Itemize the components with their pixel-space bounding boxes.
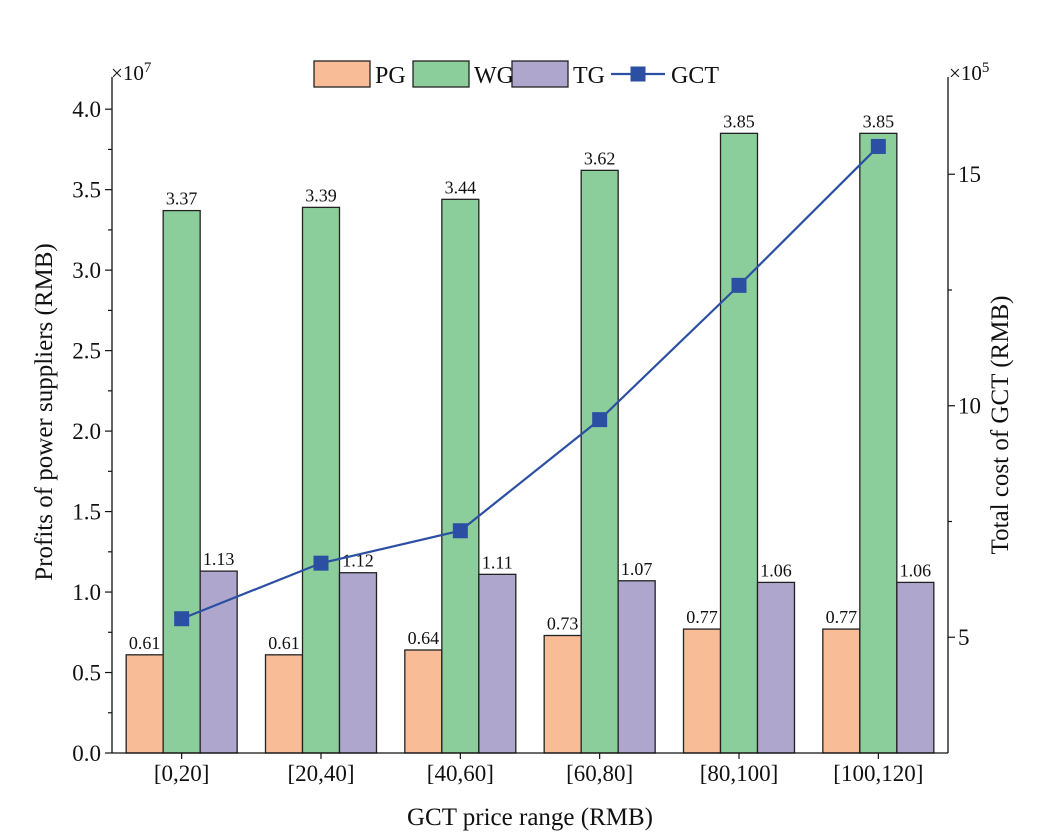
bar-wg-2 [441, 198, 480, 754]
y-tick-label: 3.5 [72, 178, 101, 203]
bar-pg-4 [682, 628, 722, 754]
bar-pg-3 [543, 634, 582, 754]
y-tick-label: 0.5 [72, 661, 101, 686]
bar-wg-0 [162, 209, 201, 754]
bar-wg-5 [859, 132, 898, 754]
x-tick-label: [0,20] [154, 761, 210, 786]
y-tick-label: 1.5 [72, 500, 101, 525]
axes-layer: 0.0 0.5 1.0 1.5 2.0 2.5 3.0 3.5 4.0 5 10 15 [0,20] [2… [72, 77, 981, 786]
legend-swatch-tg [511, 60, 569, 88]
bar-pg-0 [125, 654, 164, 754]
legend-swatch-wg [412, 60, 470, 88]
y2-multiplier-exp: 5 [982, 60, 990, 76]
y-axis-title: Profits of power suppliers (RMB) [31, 243, 58, 580]
legend-label-pg: PG [375, 63, 406, 89]
y2-tick-label: 10 [958, 394, 981, 419]
bar-wg-3 [580, 169, 619, 754]
legend: PG WG TG GCT [313, 60, 719, 89]
bar-tg-0 [199, 570, 238, 754]
data-label-tg-2: 1.11 [482, 552, 513, 572]
marker-gct-3 [592, 412, 608, 428]
y-tick-label: 1.0 [72, 580, 101, 605]
data-label-pg-5: 0.77 [826, 607, 858, 627]
bar-wg-1 [301, 206, 341, 754]
x-tick-label: [20,40] [287, 761, 354, 786]
y-tick-label: 3.0 [72, 258, 101, 283]
y-multiplier: ×107 [111, 60, 152, 85]
data-label-pg-2: 0.64 [408, 628, 440, 648]
x-tick-label: [40,60] [427, 761, 494, 786]
bar-tg-4 [756, 581, 796, 754]
gct-line-layer [174, 138, 886, 627]
bar-tg-1 [338, 572, 378, 754]
bars-layer: 0.613.371.130.613.391.120.643.441.110.73… [125, 111, 935, 754]
legend-label-gct: GCT [671, 63, 719, 89]
data-label-wg-1: 3.39 [305, 185, 337, 205]
data-label-pg-1: 0.61 [268, 633, 300, 653]
legend-marker-gct [630, 66, 646, 82]
data-label-pg-0: 0.61 [129, 633, 161, 653]
marker-gct-5 [870, 138, 886, 154]
marker-gct-2 [452, 523, 468, 539]
legend-swatch-pg [313, 60, 371, 88]
bar-pg-1 [264, 654, 304, 754]
y2-axis-title: Total cost of GCT (RMB) [987, 296, 1014, 555]
y2-multiplier-base: ×10 [949, 61, 982, 85]
bar-tg-5 [896, 581, 935, 754]
data-label-wg-5: 3.85 [863, 111, 895, 131]
data-label-tg-5: 1.06 [900, 560, 932, 580]
bar-wg-4 [719, 132, 759, 754]
x-tick-label: [100,120] [833, 761, 923, 786]
y-tick-label: 2.5 [72, 339, 101, 364]
marker-gct-4 [731, 277, 747, 293]
marker-gct-1 [313, 555, 329, 571]
data-label-pg-3: 0.73 [547, 614, 579, 634]
bar-pg-2 [404, 649, 443, 754]
data-label-tg-4: 1.06 [760, 560, 792, 580]
data-label-wg-2: 3.44 [445, 177, 477, 197]
legend-label-wg: WG [474, 63, 514, 89]
data-label-pg-4: 0.77 [686, 607, 718, 627]
bar-tg-2 [478, 573, 517, 754]
data-label-wg-3: 3.62 [584, 148, 616, 168]
bar-tg-3 [617, 580, 656, 754]
y2-tick-label: 15 [958, 162, 981, 187]
y2-multiplier: ×105 [949, 60, 989, 85]
marker-gct-0 [174, 611, 190, 627]
data-label-wg-0: 3.37 [166, 189, 198, 209]
y-multiplier-exp: 7 [144, 60, 152, 76]
legend-label-tg: TG [573, 63, 605, 89]
y-tick-label: 4.0 [72, 97, 101, 122]
x-tick-label: [60,80] [566, 761, 633, 786]
line-gct [181, 145, 880, 620]
x-axis-title: GCT price range (RMB) [407, 804, 653, 831]
x-tick-label: [80,100] [700, 761, 779, 786]
data-label-tg-3: 1.07 [621, 559, 653, 579]
data-label-wg-4: 3.85 [723, 111, 755, 131]
y2-tick-label: 5 [958, 625, 970, 650]
data-label-tg-0: 1.13 [203, 549, 235, 569]
bar-pg-5 [822, 628, 861, 754]
y-tick-label: 0.0 [72, 741, 101, 766]
y-multiplier-base: ×10 [111, 61, 144, 85]
y-tick-label: 2.0 [72, 419, 101, 444]
